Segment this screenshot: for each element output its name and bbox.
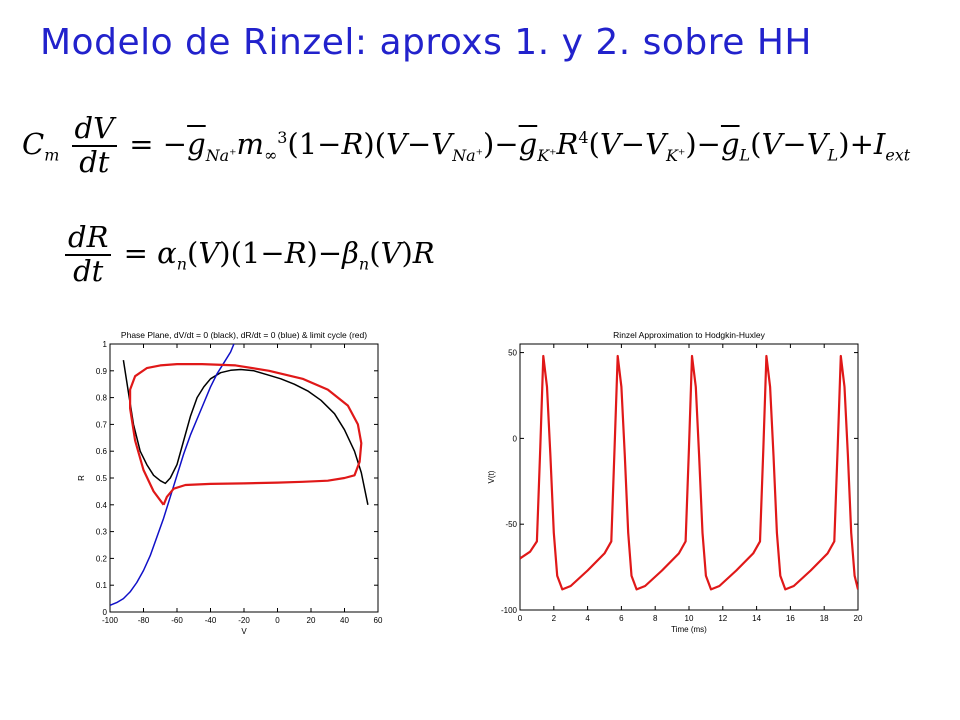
x-tick-label: 18 — [820, 614, 829, 623]
x-tick-label: 40 — [340, 616, 349, 625]
x-tick-label: -100 — [102, 616, 119, 625]
chart-title: Rinzel Approximation to Hodgkin-Huxley — [613, 330, 765, 340]
x-tick-label: 14 — [752, 614, 761, 623]
x-tick-label: 6 — [619, 614, 624, 623]
y-tick-label: 0 — [103, 608, 108, 617]
y-tick-label: -50 — [505, 520, 517, 529]
x-tick-label: 10 — [685, 614, 694, 623]
x-tick-label: 2 — [552, 614, 557, 623]
x-axis-label: Time (ms) — [671, 625, 707, 634]
y-tick-label: 0.2 — [96, 554, 108, 563]
y-tick-label: -100 — [501, 606, 518, 615]
x-tick-label: 0 — [275, 616, 280, 625]
phase-plane-chart: Phase Plane, dV/dt = 0 (black), dR/dt = … — [77, 330, 383, 636]
y-tick-label: 0.6 — [96, 447, 108, 456]
x-tick-label: 60 — [374, 616, 383, 625]
y-tick-label: 0 — [513, 434, 518, 443]
x-tick-label: 20 — [854, 614, 863, 623]
y-tick-label: 0.5 — [96, 474, 108, 483]
slide-title: Modelo de Rinzel: aproxs 1. y 2. sobre H… — [40, 22, 812, 63]
y-tick-label: 0.4 — [96, 501, 108, 510]
voltage-time-chart: Rinzel Approximation to Hodgkin-Huxley 0 2… — [487, 330, 863, 634]
y-tick-label: 0.1 — [96, 581, 108, 590]
series-red-line — [520, 354, 858, 591]
y-tick-label: 1 — [103, 340, 108, 349]
x-tick-label: -20 — [238, 616, 250, 625]
series-blue-line — [110, 344, 235, 606]
y-tick-label: 0.7 — [96, 420, 108, 429]
series-red-line — [128, 362, 363, 506]
y-tick-label: 0.9 — [96, 367, 108, 376]
equation-dvdt: Cm dV dt = −gNa+m∞3(1−R)(V−VNa+)−gK+R4(V−… — [22, 111, 911, 179]
x-tick-label: -80 — [138, 616, 150, 625]
chart-title: Phase Plane, dV/dt = 0 (black), dR/dt = … — [121, 330, 367, 340]
equation-drdt: dR dt = αn(V)(1−R)−βn(V)R — [62, 221, 435, 288]
x-tick-label: 0 — [518, 614, 523, 623]
x-tick-label: 16 — [786, 614, 795, 623]
x-tick-label: -60 — [171, 616, 183, 625]
y-axis-label: R — [77, 475, 86, 481]
x-tick-label: 12 — [718, 614, 727, 623]
y-tick-label: 50 — [508, 349, 517, 358]
series-black-line — [122, 359, 369, 505]
x-axis-label: V — [241, 627, 247, 636]
x-tick-label: 8 — [653, 614, 658, 623]
y-axis-label: V(t) — [487, 470, 496, 483]
x-tick-label: 4 — [585, 614, 590, 623]
y-tick-label: 0.3 — [96, 528, 108, 537]
x-tick-label: 20 — [307, 616, 316, 625]
x-tick-label: -40 — [205, 616, 217, 625]
y-tick-label: 0.8 — [96, 394, 108, 403]
